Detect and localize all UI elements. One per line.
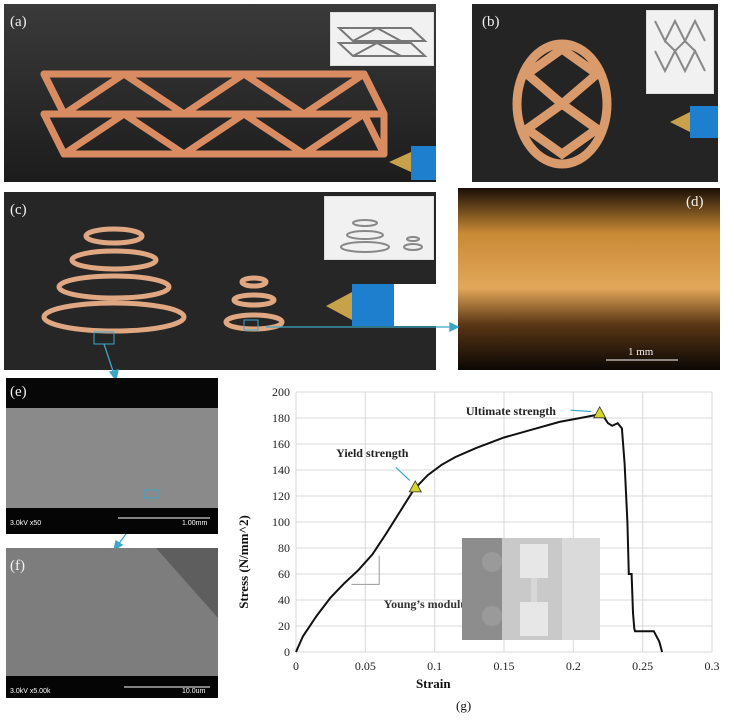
youngs-modulus-label: Young’s modulus <box>384 597 472 611</box>
pen-tip-icon <box>389 146 436 180</box>
pen-tip-icon-b <box>670 106 718 138</box>
spring-cad-inset <box>324 196 434 260</box>
tensile-test-photo-inset <box>462 538 600 640</box>
y-tick-label: 120 <box>272 489 290 503</box>
panel-label-f: (f) <box>10 558 25 574</box>
y-tick-label: 40 <box>278 593 290 607</box>
ultimate-strength-label: Ultimate strength <box>466 404 556 418</box>
sem-info-e: 3.0kV x50 <box>10 520 42 527</box>
ultimate-strength-arrow <box>570 409 592 413</box>
panel-label-g: (g) <box>456 698 472 713</box>
x-tick-label: 0.05 <box>355 659 376 673</box>
panel-g-chart: 0 20 40 60 80 100 120 140 160 180 200 0 0.05 0.1 0.15 0… <box>234 378 730 716</box>
y-tick-label: 140 <box>272 463 290 477</box>
x-tick-label: 0.2 <box>566 659 581 673</box>
panel-c-photo: (c) <box>4 192 436 370</box>
sem-image-f <box>6 548 218 698</box>
y-tick-label: 160 <box>272 437 290 451</box>
y-tick-label: 100 <box>272 515 290 529</box>
yield-strength-arrow <box>395 466 411 481</box>
x-tick-label: 0.25 <box>632 659 653 673</box>
yield-strength-label: Yield strength <box>336 446 409 460</box>
x-tick-label: 0.15 <box>494 659 515 673</box>
y-tick-label: 0 <box>284 645 290 659</box>
panel-label-d: (d) <box>686 194 704 210</box>
panel-label-c: (c) <box>10 202 27 218</box>
panel-e-sem: (e) 3.0kV x50 1.00mm <box>6 378 218 534</box>
sem-image-e <box>6 378 218 534</box>
y-tick-label: 60 <box>278 567 290 581</box>
y-tick-label: 80 <box>278 541 290 555</box>
ultimate-strength-marker <box>593 405 607 419</box>
youngs-modulus-bracket <box>351 555 380 585</box>
panel-label-a: (a) <box>10 14 27 30</box>
pen-tip-icon-c <box>326 284 436 326</box>
panel-a-photo: (a) <box>4 4 436 182</box>
x-tick-label: 0.1 <box>427 659 442 673</box>
y-tick-label: 20 <box>278 619 290 633</box>
sem-info-f: 3.0kV x5.00k <box>10 688 51 695</box>
scale-bar-label-d: 1 mm <box>628 346 654 358</box>
optical-micrograph <box>458 188 720 370</box>
y-tick-label: 180 <box>272 411 290 425</box>
yield-strength-marker <box>408 480 422 493</box>
stress-strain-curve <box>295 411 664 653</box>
scale-bar-label-f: 10.0um <box>182 688 206 695</box>
x-tick-label: 0.3 <box>705 659 720 673</box>
lattice-box-cad-inset <box>330 12 434 66</box>
y-axis-label: Stress (N/mm^2) <box>236 515 251 609</box>
scale-bar-label-e: 1.00mm <box>182 520 208 527</box>
cylinder-cad-inset <box>646 10 714 94</box>
panel-label-e: (e) <box>10 384 27 400</box>
panel-f-sem: (f) 3.0kV x5.00k 10.0um <box>6 548 218 698</box>
panel-d-micrograph: (d) 1 mm <box>458 188 720 370</box>
panel-label-b: (b) <box>482 14 500 30</box>
x-tick-label: 0 <box>293 659 299 673</box>
stress-strain-chart: 0 20 40 60 80 100 120 140 160 180 200 0 0.05 0.1 0.15 0… <box>236 385 720 691</box>
y-tick-label: 200 <box>272 385 290 399</box>
panel-b-photo: (b) <box>472 4 718 182</box>
tensile-grips-photo <box>462 538 600 640</box>
x-axis-label: Strain <box>416 676 451 691</box>
